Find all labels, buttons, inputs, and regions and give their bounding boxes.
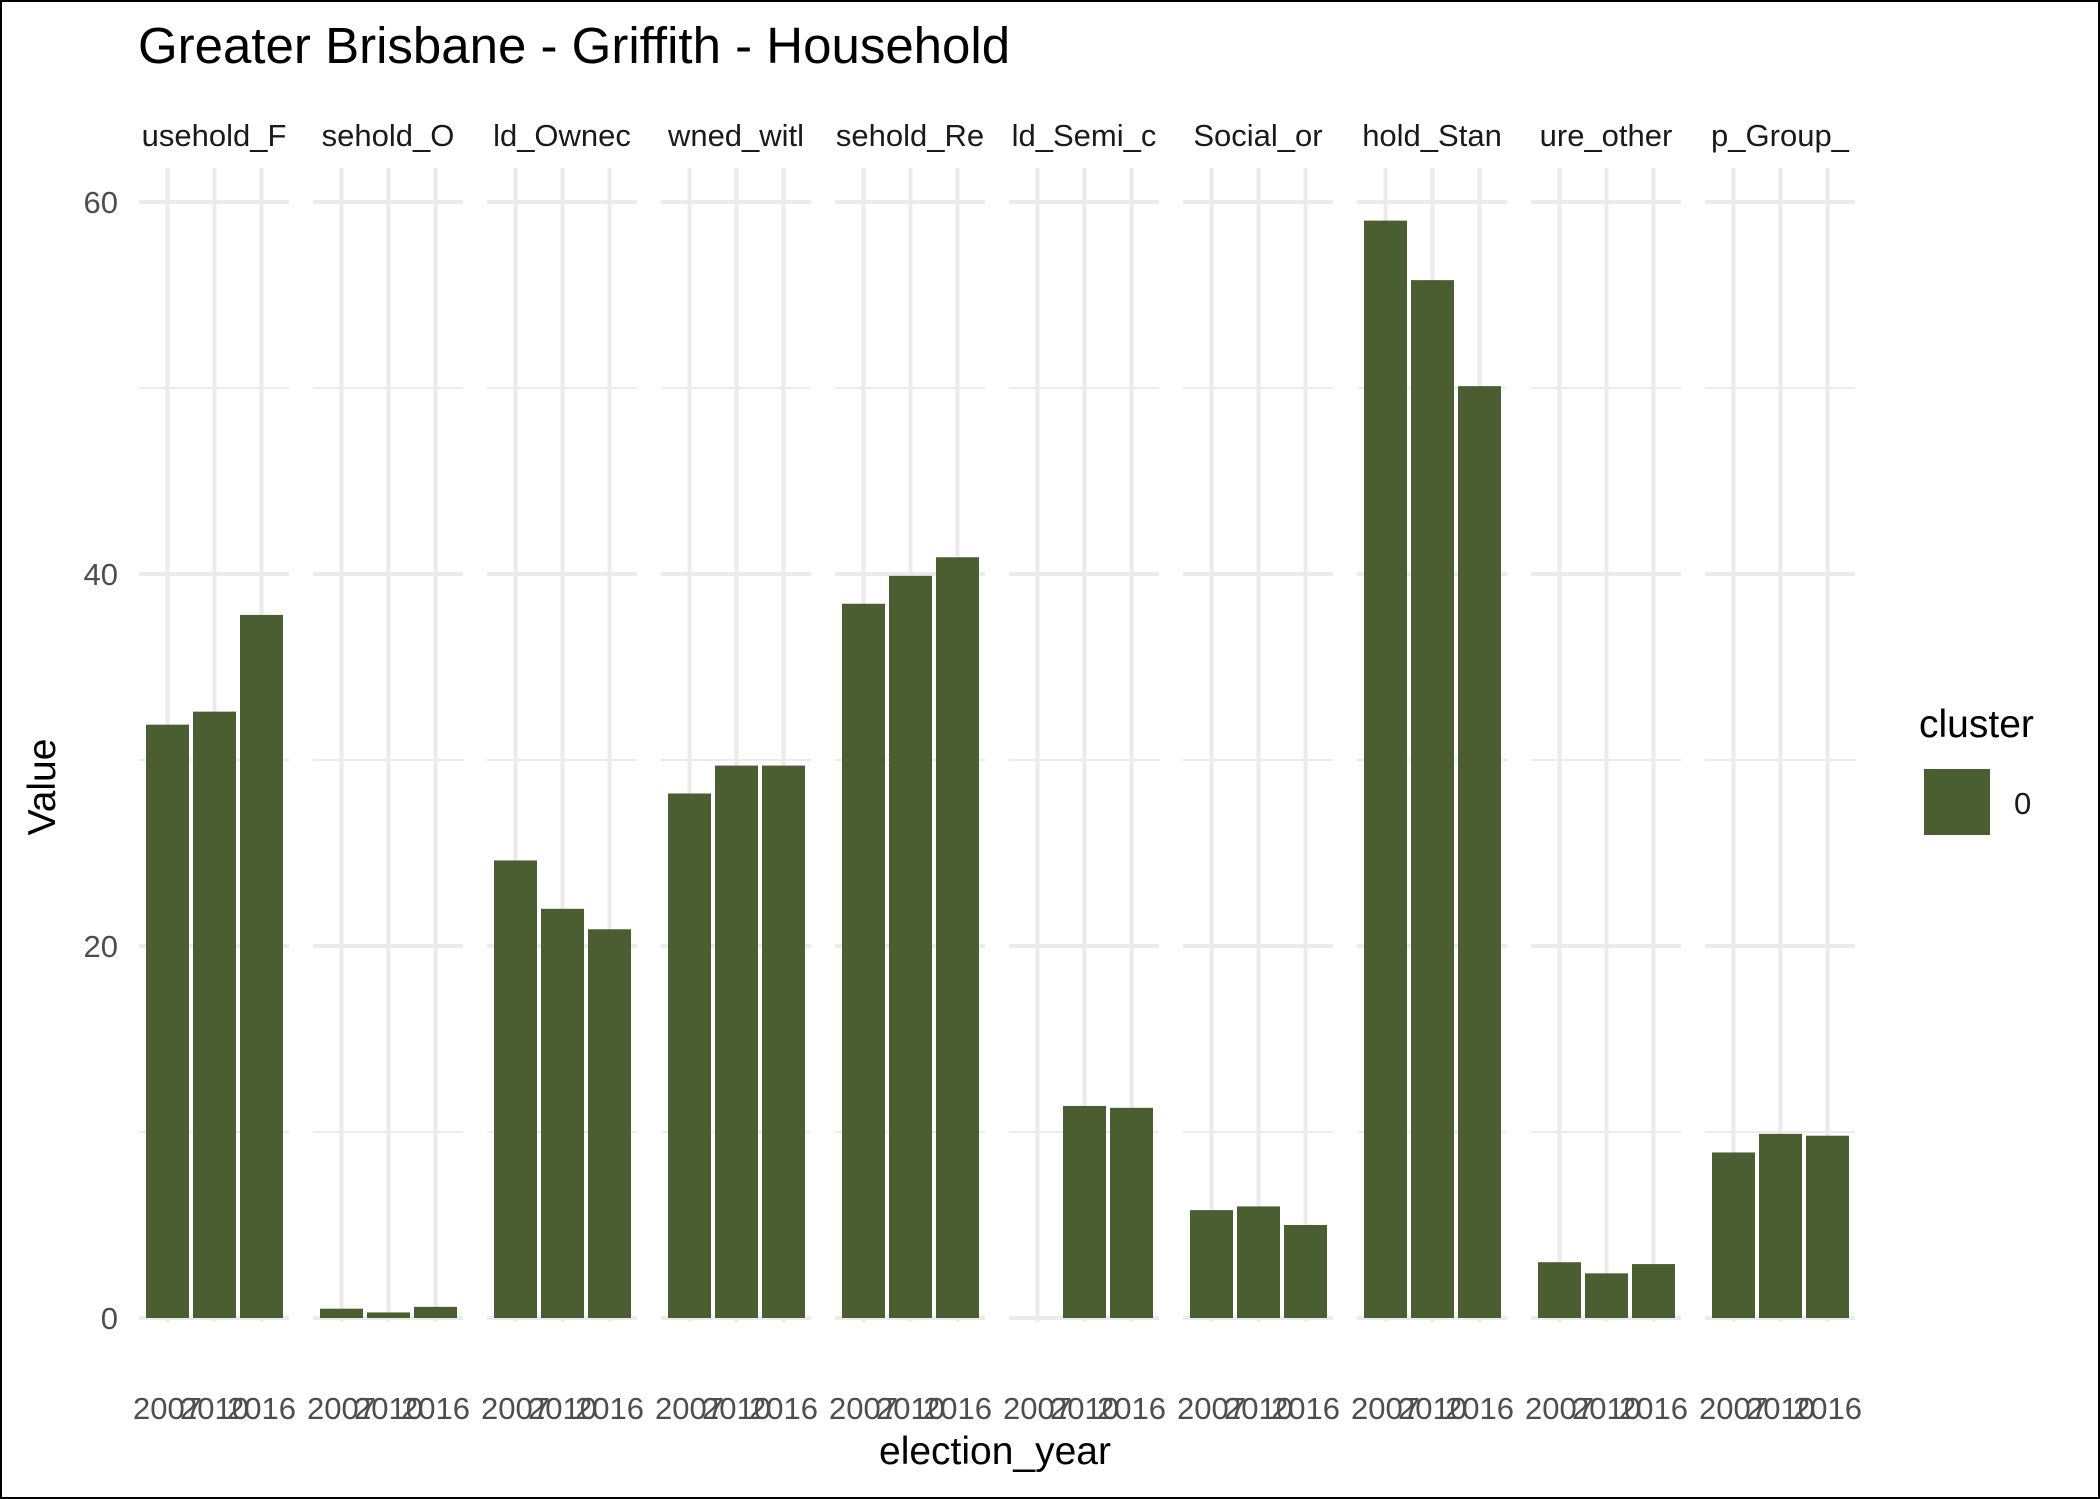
y-tick-label: 60	[84, 185, 118, 220]
facet-strip-label: p_Group_	[1711, 118, 1850, 153]
bar	[1759, 1133, 1802, 1318]
x-tick-label: 2007	[481, 1391, 550, 1426]
x-tick-label: 2016	[923, 1391, 992, 1426]
x-tick-label: 2010	[1572, 1391, 1641, 1426]
x-tick-label: 2016	[227, 1391, 296, 1426]
facet-strip-label: hold_Stan	[1362, 118, 1502, 153]
facet-strip-label: sehold_O	[322, 118, 455, 153]
x-tick-label: 2010	[1746, 1391, 1815, 1426]
bar	[240, 614, 283, 1318]
bar	[1458, 386, 1501, 1318]
legend-title: cluster	[1919, 703, 2034, 746]
x-tick-label: 2010	[1050, 1391, 1119, 1426]
bar	[1063, 1105, 1106, 1318]
bar	[762, 765, 805, 1318]
x-tick-label: 2016	[1619, 1391, 1688, 1426]
x-tick-label: 2010	[354, 1391, 423, 1426]
y-tick-label: 0	[101, 1301, 118, 1336]
bar	[1712, 1152, 1755, 1318]
facet-strip-label: wned_witl	[667, 118, 804, 153]
legend: cluster 0	[1919, 703, 2034, 835]
facet-strip-label: ld_Semi_c	[1012, 118, 1157, 153]
x-tick-label: 2007	[1699, 1391, 1768, 1426]
bar	[588, 929, 631, 1318]
x-tick-label: 2010	[702, 1391, 771, 1426]
x-tick-label: 2010	[876, 1391, 945, 1426]
x-tick-label: 2010	[180, 1391, 249, 1426]
x-axis-title: election_year	[879, 1430, 1111, 1473]
bar	[193, 711, 236, 1318]
x-tick-label: 2016	[401, 1391, 470, 1426]
bar	[1364, 220, 1407, 1319]
y-axis-title: Value	[21, 739, 64, 836]
x-tick-label: 2010	[1398, 1391, 1467, 1426]
x-tick-label: 2007	[655, 1391, 724, 1426]
bar	[1632, 1264, 1675, 1318]
bar	[1538, 1262, 1581, 1318]
bar	[1284, 1225, 1327, 1318]
bar	[414, 1306, 457, 1318]
bar	[1190, 1210, 1233, 1318]
x-tick-label: 2016	[1793, 1391, 1862, 1426]
bar	[936, 557, 979, 1318]
bar	[1585, 1273, 1628, 1318]
facet-strip-label: Social_or	[1193, 118, 1322, 153]
x-tick-label: 2007	[1177, 1391, 1246, 1426]
x-tick-label: 2010	[528, 1391, 597, 1426]
bar	[367, 1312, 410, 1318]
x-tick-label: 2007	[1525, 1391, 1594, 1426]
x-tick-label: 2016	[1097, 1391, 1166, 1426]
bar	[320, 1308, 363, 1318]
facet-strip-label: usehold_F	[142, 118, 287, 153]
x-tick-label: 2016	[1445, 1391, 1514, 1426]
legend-label: 0	[2014, 786, 2031, 821]
x-tick-label: 2007	[307, 1391, 376, 1426]
bar	[1237, 1206, 1280, 1318]
bar	[668, 793, 711, 1318]
x-tick-label: 2007	[1003, 1391, 1072, 1426]
x-tick-label: 2007	[133, 1391, 202, 1426]
bar	[715, 765, 758, 1318]
x-tick-label: 2016	[749, 1391, 818, 1426]
y-axis: 0 20 40 60	[84, 185, 118, 1336]
legend-key	[1924, 769, 1990, 835]
bar	[494, 860, 537, 1318]
bar	[1110, 1107, 1153, 1318]
facet-strip-label: ld_Ownec	[493, 118, 631, 153]
bar	[146, 724, 189, 1318]
facet-panels: usehold_F200720102016sehold_O20072010201…	[133, 118, 1862, 1426]
facet-strip-label: sehold_Re	[836, 118, 984, 153]
bar	[541, 908, 584, 1318]
y-tick-label: 20	[84, 929, 118, 964]
bar	[842, 603, 885, 1318]
bar	[889, 575, 932, 1318]
x-tick-label: 2010	[1224, 1391, 1293, 1426]
chart-title: Greater Brisbane - Griffith - Household	[138, 17, 1010, 74]
x-tick-label: 2016	[575, 1391, 644, 1426]
x-tick-label: 2007	[829, 1391, 898, 1426]
bar	[1411, 280, 1454, 1318]
y-tick-label: 40	[84, 557, 118, 592]
bar	[1806, 1135, 1849, 1318]
x-tick-label: 2007	[1351, 1391, 1420, 1426]
facet-strip-label: ure_other	[1540, 118, 1673, 153]
x-tick-label: 2016	[1271, 1391, 1340, 1426]
